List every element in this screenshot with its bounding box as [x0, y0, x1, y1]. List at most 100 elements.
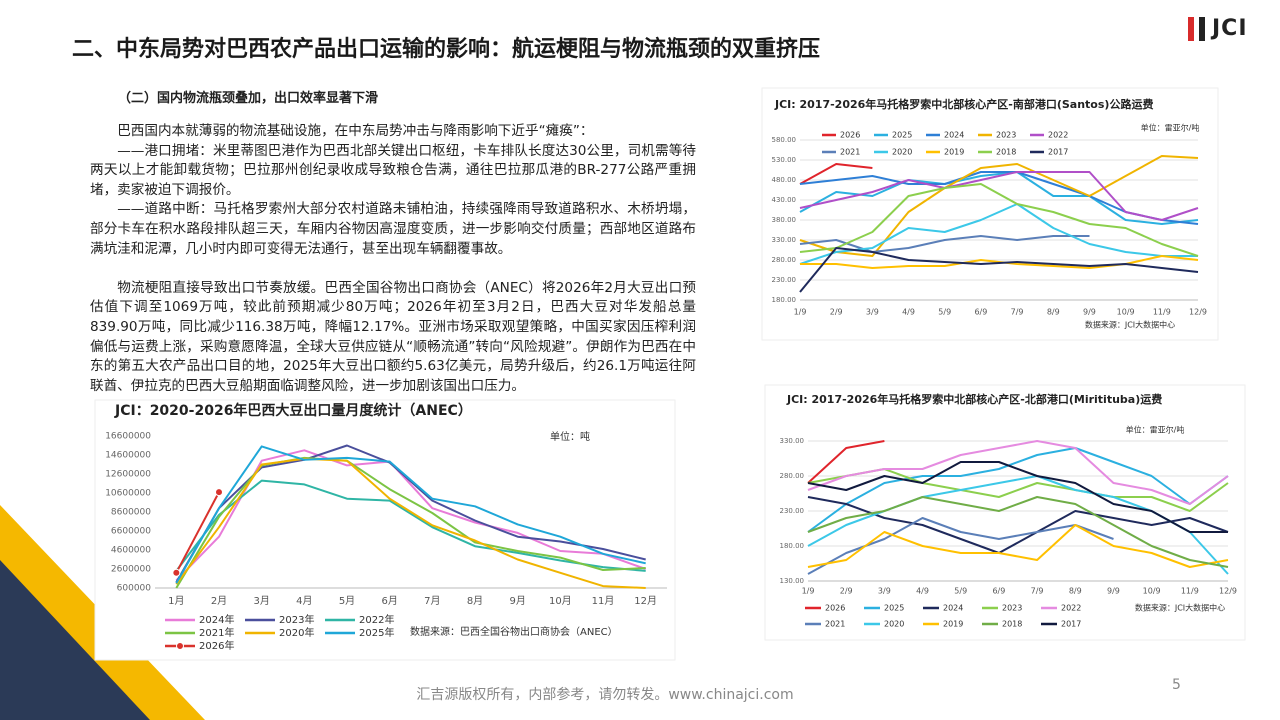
legend-label: 2023	[996, 131, 1016, 140]
x-tick-label: 11月	[592, 595, 615, 607]
series-line	[807, 524, 1229, 568]
series-line	[175, 456, 646, 589]
x-tick-label: 1月	[168, 595, 184, 607]
x-tick-label: 9/9	[1107, 587, 1120, 596]
y-tick-label: 230.00	[780, 507, 805, 515]
x-tick-label: 5月	[339, 595, 355, 607]
x-tick-label: 11/9	[1153, 308, 1171, 317]
x-tick-label: 8/9	[1047, 308, 1060, 317]
x-tick-label: 10/9	[1143, 587, 1161, 596]
legend-label: 2020	[892, 148, 912, 157]
legend-label: 2022年	[359, 613, 394, 626]
series-marker	[172, 568, 181, 577]
x-tick-label: 8月	[467, 595, 483, 607]
legend-label: 2019	[943, 620, 963, 629]
legend-label: 2026	[840, 131, 860, 140]
legend-label: 2022	[1061, 604, 1081, 613]
y-tick-label: 6600000	[111, 527, 151, 537]
legend-label: 2020	[884, 620, 904, 629]
series-line	[175, 445, 646, 584]
unit-label: 单位：吨	[550, 430, 590, 443]
x-tick-label: 12/9	[1189, 308, 1207, 317]
y-tick-label: 230.00	[772, 276, 797, 284]
x-tick-label: 1/9	[794, 308, 807, 317]
y-tick-label: 330.00	[780, 437, 805, 445]
y-tick-label: 12600000	[105, 470, 151, 480]
legend-label: 2023年	[279, 613, 314, 626]
series-marker	[215, 488, 223, 497]
y-tick-label: 580.00	[772, 136, 797, 144]
section-subtitle: （二）国内物流瓶颈叠加，出口效率显著下滑	[118, 91, 379, 106]
x-tick-label: 6/9	[992, 587, 1005, 596]
legend-label: 2023	[1002, 604, 1022, 613]
legend-label: 2021	[825, 620, 845, 629]
slide-title: 二、中东局势对巴西农产品出口运输的影响：航运梗阻与物流瓶颈的双重挤压	[72, 37, 821, 62]
paragraph: 巴西国内本就薄弱的物流基础设施，在中东局势冲击与降雨影响下近乎“瘫痪”：	[117, 123, 594, 139]
x-tick-label: 10月	[549, 595, 572, 607]
legend-label: 2019	[944, 148, 964, 157]
series-line	[799, 171, 1199, 221]
y-tick-label: 530.00	[772, 156, 797, 164]
chart-frame	[94, 399, 676, 661]
series-line	[799, 171, 1199, 225]
x-tick-label: 7月	[424, 595, 440, 607]
y-tick-label: 600000	[117, 584, 152, 594]
legend-label: 2022	[1048, 131, 1068, 140]
series-line	[175, 479, 646, 572]
legend-label: 2021年	[199, 626, 234, 639]
x-tick-label: 9/9	[1083, 308, 1096, 317]
series-line	[807, 496, 1229, 568]
x-tick-label: 5/9	[954, 587, 967, 596]
y-tick-label: 380.00	[772, 216, 797, 224]
series-line	[799, 155, 1199, 257]
y-tick-label: 14600000	[105, 451, 151, 461]
x-tick-label: 10/9	[1117, 308, 1135, 317]
x-tick-label: 7/9	[1011, 308, 1024, 317]
chart-title: JCI: 2017-2026年马托格罗索中北部核心产区-南部港口(Santos)…	[774, 97, 1153, 111]
y-tick-label: 330.00	[772, 236, 797, 244]
y-tick-label: 280.00	[772, 256, 797, 264]
legend-label: 2026	[825, 604, 845, 613]
legend-label: 2025年	[359, 626, 394, 639]
y-tick-label: 430.00	[772, 196, 797, 204]
x-tick-label: 12/9	[1219, 587, 1237, 596]
series-line	[799, 247, 1199, 293]
paragraph: ——道路中断：马托格罗索州大部分农村道路未铺柏油，持续强降雨导致道路积水、木桥坍…	[90, 201, 696, 257]
x-tick-label: 4/9	[916, 587, 929, 596]
series-line	[807, 496, 1229, 554]
unit-label: 单位：雷亚尔/吨	[1141, 123, 1200, 133]
series-line	[807, 461, 1228, 533]
x-tick-label: 4/9	[902, 308, 915, 317]
series-line	[799, 203, 1198, 265]
x-tick-label: 4月	[296, 595, 312, 607]
paragraph: 物流梗阻直接导致出口节奏放缓。巴西全国谷物出口商协会（ANEC）将2026年2月…	[90, 279, 696, 394]
series-line	[799, 163, 873, 185]
x-tick-label: 6月	[381, 595, 397, 607]
source-label: 数据来源：JCI大数据中心	[1085, 320, 1175, 330]
x-tick-label: 3/9	[866, 308, 879, 317]
logo-mark	[1188, 17, 1194, 41]
x-tick-label: 11/9	[1181, 587, 1199, 596]
legend-label: 2025	[884, 604, 904, 613]
x-tick-label: 3/9	[878, 587, 891, 596]
y-tick-label: 10600000	[105, 489, 151, 499]
y-tick-label: 16600000	[105, 432, 151, 442]
source-label: 数据来源：JCI大数据中心	[1135, 603, 1225, 613]
legend-label: 2017	[1061, 620, 1081, 629]
x-tick-label: 6/9	[974, 308, 987, 317]
x-tick-label: 1/9	[802, 587, 815, 596]
legend-label: 2024	[943, 604, 963, 613]
page-number: 5	[1172, 677, 1181, 693]
x-tick-label: 2/9	[840, 587, 853, 596]
x-tick-label: 2/9	[830, 308, 843, 317]
x-tick-label: 9月	[509, 595, 525, 607]
chart-frame	[761, 87, 1219, 341]
x-tick-label: 5/9	[938, 308, 951, 317]
series-line	[807, 517, 1114, 575]
series-line	[799, 235, 1090, 253]
y-tick-label: 180.00	[780, 542, 805, 550]
chart-frame	[764, 384, 1246, 641]
chart-title: JCI: 2017-2026年马托格罗索中北部核心产区-北部港口(Miritit…	[786, 392, 1162, 406]
